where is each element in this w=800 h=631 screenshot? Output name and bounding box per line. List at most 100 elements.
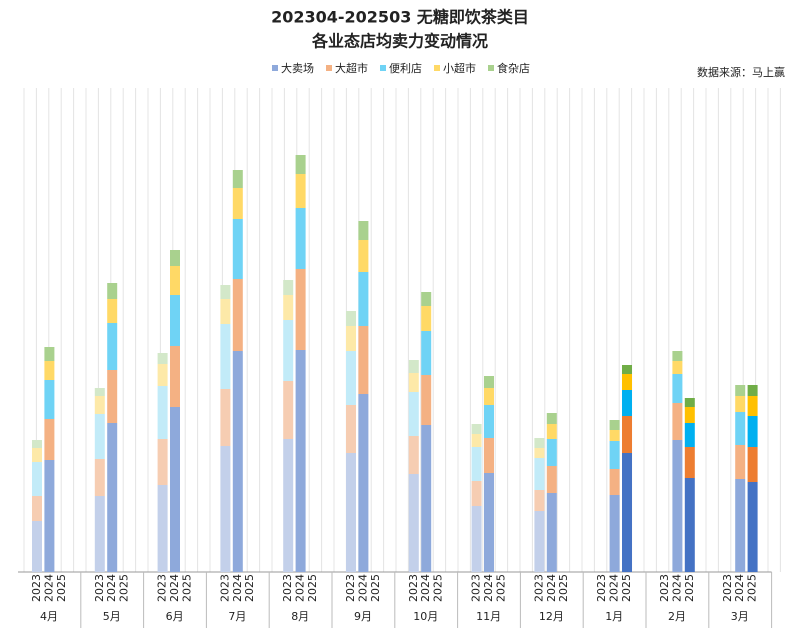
- bar-segment: [358, 326, 369, 394]
- bar-segment: [295, 174, 306, 208]
- bar-segment: [232, 351, 243, 572]
- bar-segment: [295, 350, 306, 572]
- bar-segment: [484, 473, 494, 572]
- group-label: 2025: [494, 574, 507, 602]
- group-label: 2025: [306, 574, 319, 602]
- bar-segment: [44, 460, 55, 572]
- group-label: 2024: [105, 574, 118, 602]
- bar-segment: [471, 506, 482, 572]
- group-label: 2024: [294, 574, 307, 602]
- bar-segment: [421, 375, 432, 425]
- bar-segment: [672, 403, 683, 440]
- bar-segment: [157, 353, 168, 364]
- bar-segment: [609, 430, 620, 441]
- bar-segment: [684, 447, 695, 478]
- bar-segment: [622, 365, 632, 374]
- bar-segment: [471, 424, 482, 434]
- group-label: 2025: [243, 574, 256, 602]
- bar-segment: [484, 376, 494, 388]
- group-label: 2024: [231, 574, 244, 602]
- bar-segment: [609, 441, 620, 469]
- bar-segment: [220, 285, 231, 299]
- x-tick-label: 8月: [291, 610, 309, 623]
- bar-segment: [220, 324, 231, 389]
- group-label: 2023: [407, 574, 420, 602]
- bar-segment: [283, 381, 294, 439]
- bar-segment: [622, 374, 632, 390]
- x-tick-label: 12月: [539, 610, 564, 623]
- bar-segment: [471, 447, 482, 481]
- legend-label: 小超市: [443, 61, 476, 75]
- bar-segment: [220, 299, 231, 324]
- bar-segment: [32, 440, 42, 448]
- bar-segment: [421, 425, 432, 572]
- bar-segment: [747, 385, 758, 396]
- bar-segment: [170, 346, 180, 407]
- group-label: 2023: [218, 574, 231, 602]
- group-label: 2023: [470, 574, 483, 602]
- bar-segment: [157, 386, 168, 439]
- bar-segment: [484, 438, 494, 473]
- bar-segment: [346, 453, 356, 572]
- bar-segment: [534, 458, 545, 490]
- bar-segment: [484, 388, 494, 405]
- bar-segment: [546, 493, 557, 572]
- bar-segment: [283, 280, 294, 295]
- bar-segment: [346, 405, 356, 453]
- bar-segment: [421, 306, 432, 331]
- group-label: 2023: [156, 574, 169, 602]
- bar-segment: [283, 295, 294, 320]
- bar-segment: [157, 439, 168, 485]
- group-label: 2024: [608, 574, 621, 602]
- group-label: 2023: [344, 574, 357, 602]
- bar-segment: [546, 439, 557, 466]
- x-tick-label: 11月: [476, 610, 501, 623]
- bar-segment: [622, 453, 632, 572]
- x-tick-label: 9月: [354, 610, 372, 623]
- bar-segment: [747, 482, 758, 572]
- bar-segment: [672, 351, 683, 361]
- bar-segment: [684, 407, 695, 423]
- group-label: 2025: [683, 574, 696, 602]
- bar-segment: [735, 412, 746, 445]
- bar-segment: [609, 495, 620, 572]
- bar-segment: [408, 373, 419, 392]
- bar-segment: [44, 361, 55, 380]
- x-tick-label: 1月: [605, 610, 623, 623]
- bar-segment: [94, 496, 105, 572]
- bar-segment: [735, 396, 746, 412]
- group-label: 2024: [42, 574, 55, 602]
- bar-segment: [534, 511, 545, 572]
- bar-segment: [546, 424, 557, 439]
- bar-segment: [346, 326, 356, 351]
- bar-segment: [408, 436, 419, 474]
- bar-segment: [421, 331, 432, 375]
- group-label: 2024: [733, 574, 746, 602]
- bar-segment: [170, 407, 180, 572]
- group-label: 2024: [670, 574, 683, 602]
- group-label: 2023: [721, 574, 734, 602]
- bar-segment: [622, 390, 632, 416]
- bar-segment: [295, 269, 306, 350]
- bar-segment: [94, 414, 105, 459]
- bar-segment: [220, 389, 231, 446]
- bar-segment: [283, 320, 294, 381]
- bar-segment: [408, 360, 419, 373]
- group-label: 2025: [557, 574, 570, 602]
- chart-title: 202304-202503 无糖即饮茶类目: [271, 8, 529, 27]
- bar-segment: [295, 155, 306, 174]
- bar-segment: [107, 370, 118, 423]
- bar-segment: [609, 469, 620, 495]
- bar-segment: [408, 392, 419, 436]
- bar-segment: [232, 279, 243, 351]
- legend-label: 便利店: [389, 61, 422, 75]
- bar-segment: [283, 439, 294, 572]
- group-label: 2025: [620, 574, 633, 602]
- bar-segment: [157, 485, 168, 572]
- group-label: 2024: [545, 574, 558, 602]
- bar-segment: [609, 420, 620, 430]
- x-tick-label: 5月: [103, 610, 121, 623]
- bar-segment: [534, 438, 545, 448]
- x-tick-label: 3月: [731, 610, 749, 623]
- bar-segment: [107, 283, 118, 299]
